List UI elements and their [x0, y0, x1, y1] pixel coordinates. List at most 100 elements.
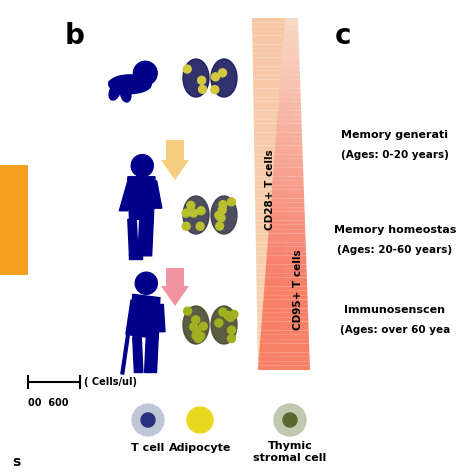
Polygon shape	[253, 66, 295, 71]
Circle shape	[197, 207, 205, 215]
Circle shape	[219, 308, 227, 316]
Polygon shape	[257, 339, 280, 344]
Polygon shape	[109, 76, 126, 89]
Polygon shape	[254, 124, 292, 128]
Circle shape	[215, 319, 223, 327]
Polygon shape	[150, 181, 162, 208]
Circle shape	[194, 335, 202, 343]
Circle shape	[132, 404, 164, 436]
Polygon shape	[257, 295, 282, 300]
Polygon shape	[255, 168, 290, 172]
Polygon shape	[281, 62, 300, 66]
Polygon shape	[137, 70, 151, 84]
Polygon shape	[126, 300, 138, 334]
Polygon shape	[282, 53, 300, 58]
Polygon shape	[254, 146, 291, 150]
Text: Thymic
stromal cell: Thymic stromal cell	[254, 441, 327, 463]
Polygon shape	[253, 53, 296, 58]
Text: CD95+ T cells: CD95+ T cells	[293, 250, 303, 330]
Polygon shape	[258, 348, 279, 352]
Polygon shape	[275, 141, 302, 146]
Polygon shape	[253, 97, 293, 101]
Polygon shape	[255, 172, 289, 176]
Polygon shape	[254, 150, 291, 155]
Polygon shape	[253, 62, 295, 66]
Polygon shape	[267, 251, 306, 255]
Polygon shape	[252, 18, 298, 22]
Circle shape	[218, 206, 226, 214]
Circle shape	[211, 86, 219, 94]
Polygon shape	[277, 115, 301, 119]
Polygon shape	[257, 313, 281, 317]
FancyArrow shape	[161, 268, 189, 306]
Polygon shape	[283, 31, 299, 36]
Polygon shape	[264, 286, 307, 291]
Circle shape	[183, 307, 191, 315]
Text: CD28+ T cells: CD28+ T cells	[265, 150, 275, 230]
Circle shape	[192, 332, 200, 340]
Polygon shape	[270, 207, 305, 211]
Polygon shape	[270, 216, 305, 220]
Text: Memory generati: Memory generati	[341, 130, 448, 140]
Polygon shape	[264, 291, 308, 295]
Circle shape	[200, 322, 207, 330]
Polygon shape	[255, 216, 287, 220]
Polygon shape	[263, 300, 308, 304]
FancyArrow shape	[161, 140, 189, 180]
Circle shape	[187, 407, 213, 433]
Polygon shape	[253, 71, 295, 75]
Polygon shape	[258, 365, 278, 370]
Polygon shape	[272, 185, 304, 190]
Polygon shape	[255, 185, 289, 190]
Polygon shape	[253, 49, 296, 53]
Polygon shape	[256, 242, 285, 247]
Text: Memory homeostas: Memory homeostas	[334, 225, 456, 235]
Polygon shape	[272, 190, 304, 194]
Polygon shape	[255, 163, 290, 168]
Circle shape	[198, 76, 206, 84]
Polygon shape	[256, 269, 284, 273]
Polygon shape	[282, 58, 300, 62]
Text: 00  600: 00 600	[28, 398, 69, 408]
Polygon shape	[261, 330, 309, 335]
Polygon shape	[257, 317, 281, 321]
Polygon shape	[271, 194, 304, 199]
Polygon shape	[256, 247, 285, 251]
Circle shape	[182, 222, 190, 230]
Circle shape	[135, 272, 157, 294]
Polygon shape	[270, 211, 305, 216]
Polygon shape	[273, 163, 303, 168]
Circle shape	[219, 69, 227, 77]
Ellipse shape	[211, 59, 237, 97]
Polygon shape	[276, 124, 302, 128]
Polygon shape	[256, 282, 283, 286]
Polygon shape	[275, 137, 302, 141]
Polygon shape	[271, 199, 304, 203]
Polygon shape	[258, 365, 310, 370]
Text: (Ages: over 60 yea: (Ages: over 60 yea	[340, 325, 450, 335]
Polygon shape	[252, 31, 297, 36]
Polygon shape	[252, 22, 298, 27]
Circle shape	[196, 222, 204, 230]
Polygon shape	[264, 295, 308, 300]
Polygon shape	[255, 220, 286, 225]
Ellipse shape	[120, 85, 131, 102]
Ellipse shape	[211, 306, 237, 344]
Polygon shape	[266, 255, 306, 260]
Polygon shape	[260, 339, 309, 344]
Text: c: c	[335, 22, 352, 50]
Polygon shape	[279, 93, 301, 97]
Polygon shape	[281, 66, 300, 71]
Bar	[0, 165, 28, 275]
Circle shape	[228, 198, 236, 206]
Circle shape	[226, 312, 233, 320]
Polygon shape	[256, 286, 283, 291]
Polygon shape	[280, 80, 300, 84]
Polygon shape	[255, 176, 289, 181]
Polygon shape	[266, 260, 306, 264]
Polygon shape	[254, 119, 292, 124]
Text: (Ages: 0-20 years): (Ages: 0-20 years)	[341, 150, 449, 160]
Polygon shape	[254, 115, 292, 119]
Circle shape	[215, 211, 223, 219]
Circle shape	[141, 413, 155, 427]
